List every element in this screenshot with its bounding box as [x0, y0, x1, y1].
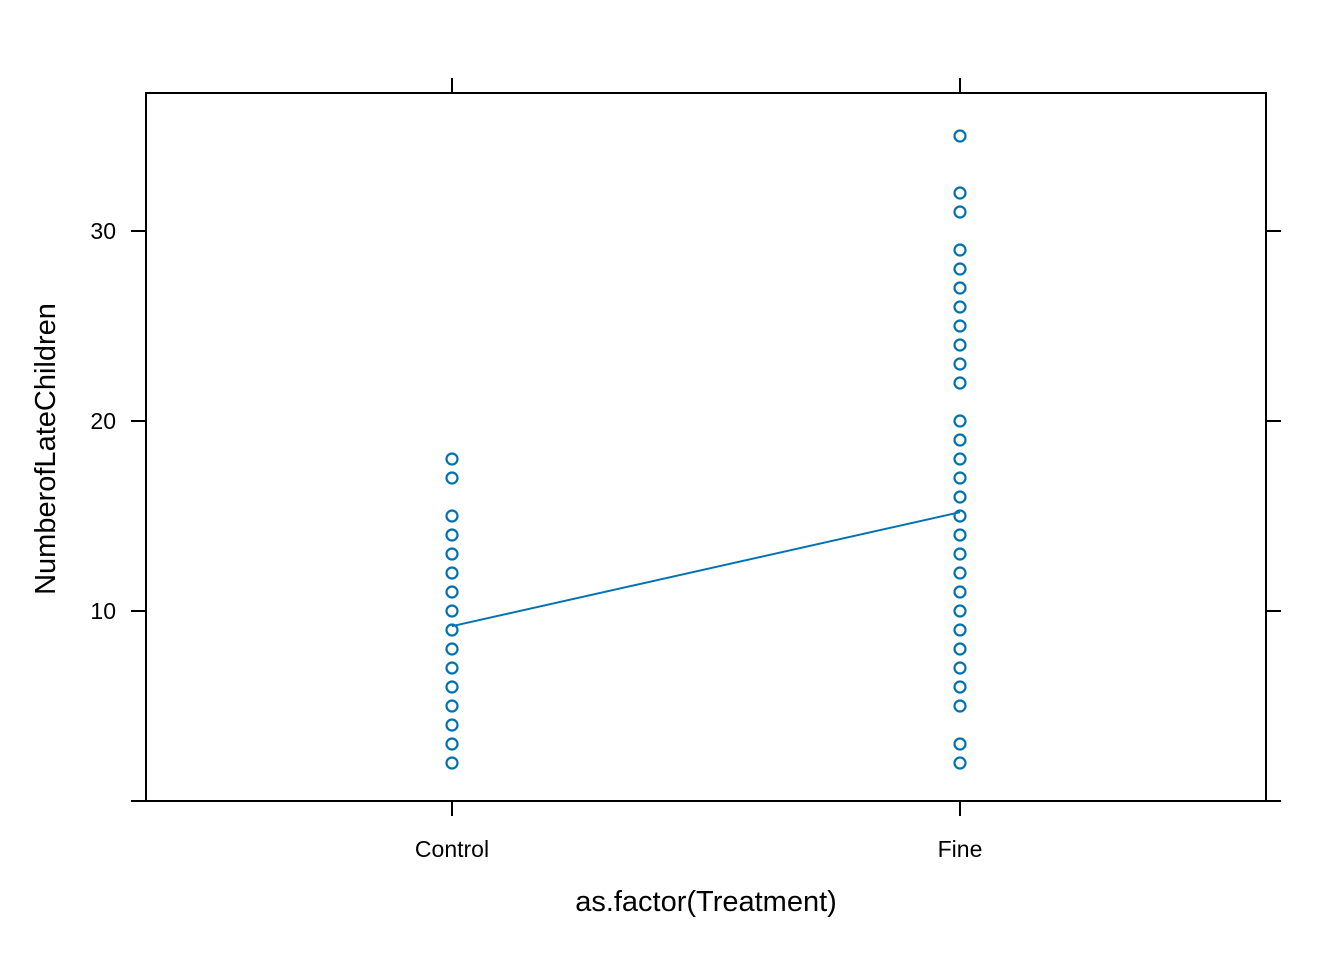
- data-point: [953, 566, 967, 580]
- data-point: [953, 604, 967, 618]
- data-point: [953, 642, 967, 656]
- data-point: [445, 566, 459, 580]
- data-point: [953, 281, 967, 295]
- data-point: [953, 452, 967, 466]
- data-point: [445, 623, 459, 637]
- data-point: [953, 300, 967, 314]
- data-point: [445, 718, 459, 732]
- data-point: [445, 737, 459, 751]
- data-point: [445, 604, 459, 618]
- data-point: [953, 338, 967, 352]
- data-point: [445, 509, 459, 523]
- data-point: [953, 585, 967, 599]
- data-point: [953, 357, 967, 371]
- mean-line-layer: [451, 511, 961, 628]
- data-point: [953, 186, 967, 200]
- data-point: [445, 452, 459, 466]
- data-point: [445, 680, 459, 694]
- data-point: [445, 547, 459, 561]
- data-point: [953, 129, 967, 143]
- data-point: [953, 433, 967, 447]
- y-tick-label: 10: [90, 598, 116, 624]
- x-tick-label: Fine: [938, 836, 983, 862]
- data-point: [445, 471, 459, 485]
- data-point: [953, 737, 967, 751]
- data-point: [953, 319, 967, 333]
- data-points: [445, 129, 967, 770]
- mean-line: [451, 511, 961, 628]
- data-point: [953, 547, 967, 561]
- plot-panel: [145, 92, 1267, 802]
- data-point: [953, 528, 967, 542]
- y-tick-label: 20: [90, 408, 116, 434]
- data-point: [445, 756, 459, 770]
- data-point: [953, 471, 967, 485]
- data-point: [953, 509, 967, 523]
- x-tick-label: Control: [415, 836, 489, 862]
- y-axis-label: NumberofLateChildren: [30, 303, 62, 595]
- data-point: [445, 528, 459, 542]
- data-point: [953, 490, 967, 504]
- data-point: [953, 661, 967, 675]
- x-axis-label: as.factor(Treatment): [575, 886, 837, 918]
- data-point: [445, 585, 459, 599]
- data-point: [953, 205, 967, 219]
- data-point: [445, 699, 459, 713]
- data-point: [953, 699, 967, 713]
- tick-labels: 10 20 30 Control Fine: [90, 218, 982, 862]
- data-point: [953, 376, 967, 390]
- data-point: [445, 642, 459, 656]
- data-point: [445, 661, 459, 675]
- data-point: [953, 623, 967, 637]
- data-point: [953, 756, 967, 770]
- data-point: [953, 414, 967, 428]
- data-point: [953, 262, 967, 276]
- data-point: [953, 680, 967, 694]
- axis-ticks: [131, 78, 1281, 816]
- y-tick-label: 30: [90, 218, 116, 244]
- data-point: [953, 243, 967, 257]
